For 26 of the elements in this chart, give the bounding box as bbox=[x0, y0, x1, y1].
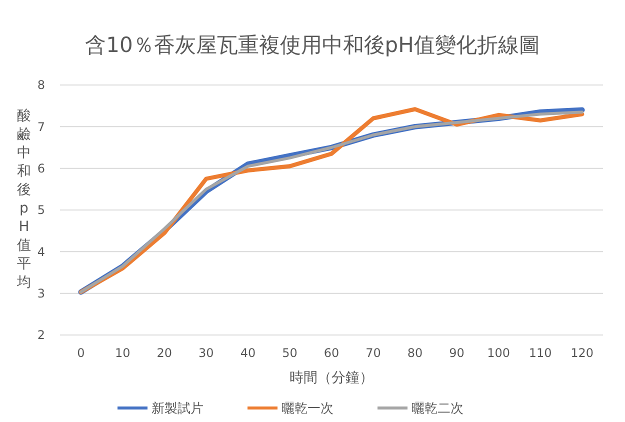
x-tick-label: 70 bbox=[366, 346, 381, 360]
x-tick-label: 120 bbox=[570, 346, 594, 360]
x-tick-label: 40 bbox=[240, 346, 256, 360]
x-tick-label: 90 bbox=[449, 346, 464, 360]
x-tick-label: 100 bbox=[487, 346, 510, 360]
x-axis-title: 時間（分鐘） bbox=[290, 370, 374, 386]
y-tick-label: 3 bbox=[37, 286, 45, 301]
chart-title: 含10％香灰屋瓦重複使用中和後pH值變化折線圖 bbox=[85, 33, 540, 57]
y-tick-label: 6 bbox=[37, 162, 45, 176]
y-tick-label: 2 bbox=[37, 328, 45, 342]
x-tick-label: 50 bbox=[282, 346, 298, 360]
x-tick-label: 10 bbox=[115, 346, 130, 360]
y-tick-label: 5 bbox=[37, 203, 45, 218]
legend-label: 曬乾一次 bbox=[282, 402, 334, 417]
y-tick-label: 4 bbox=[37, 244, 45, 259]
x-tick-label: 20 bbox=[156, 346, 172, 360]
x-tick-label: 30 bbox=[198, 346, 214, 360]
legend-label: 新製試片 bbox=[152, 402, 204, 417]
x-tick-label: 110 bbox=[528, 346, 552, 360]
y-tick-label: 8 bbox=[37, 78, 45, 92]
text: 酸鹼中和後pH值平均 bbox=[17, 108, 31, 290]
x-tick-label: 60 bbox=[324, 346, 340, 360]
x-tick-label: 80 bbox=[407, 346, 423, 360]
x-tick-label: 0 bbox=[77, 346, 85, 360]
y-tick-label: 7 bbox=[37, 120, 45, 134]
legend-label: 曬乾二次 bbox=[412, 402, 464, 417]
